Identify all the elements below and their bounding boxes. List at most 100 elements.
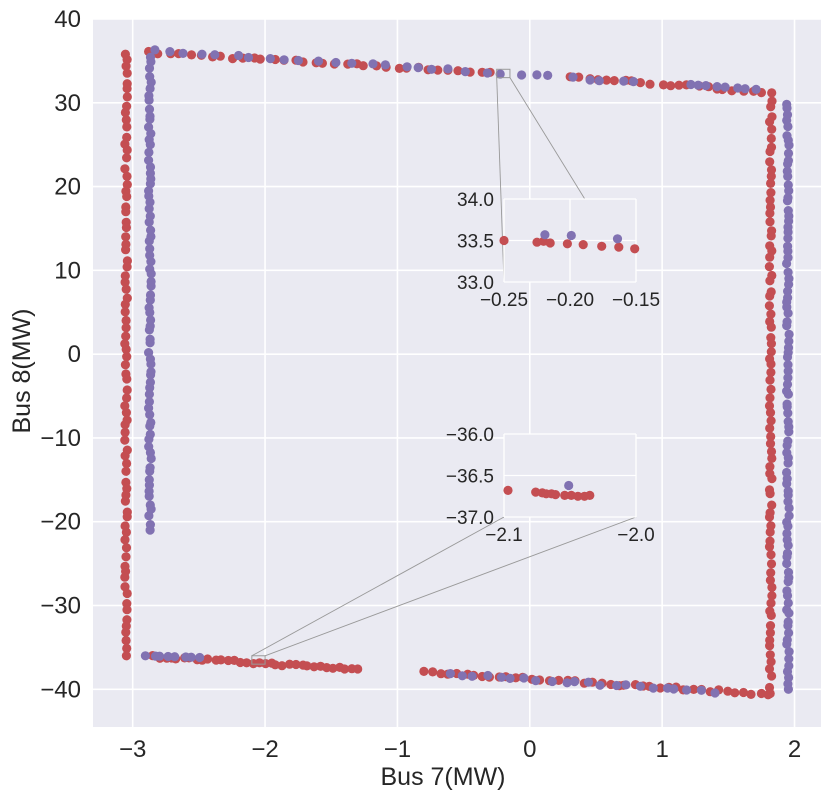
purple-point (710, 688, 720, 698)
purple-point (331, 57, 341, 68)
red-point (765, 393, 775, 403)
inset-red-point (597, 241, 607, 251)
red-point (121, 466, 131, 476)
red-point (765, 208, 775, 218)
y-tick-label: 10 (54, 257, 81, 284)
red-point (767, 124, 777, 134)
red-point (765, 439, 776, 449)
x-tick-label: 1 (655, 736, 668, 763)
purple-point (505, 673, 515, 684)
red-point (765, 157, 775, 167)
purple-point (751, 84, 761, 94)
purple-point (532, 70, 542, 80)
purple-point (146, 281, 156, 291)
red-point (730, 688, 740, 698)
red-point (121, 245, 131, 255)
red-point (121, 232, 131, 242)
red-point (765, 628, 776, 638)
inset-purple-point (612, 234, 623, 244)
inset-y-tick-label: 33.5 (457, 232, 494, 253)
inset-red-point (614, 242, 624, 252)
red-point (767, 474, 777, 484)
red-point (766, 559, 777, 569)
red-point (121, 543, 132, 553)
inset-red-point (550, 490, 561, 500)
purple-point (740, 84, 750, 94)
zoom-region (251, 655, 266, 665)
red-point (645, 79, 655, 89)
purple-point (144, 204, 154, 214)
inset-y-tick-label: −37.0 (446, 508, 494, 529)
purple-point (784, 140, 794, 150)
red-point (766, 550, 776, 560)
inset-y-tick-label: 34.0 (457, 190, 494, 211)
purple-point (170, 652, 180, 662)
red-point (120, 307, 130, 317)
purple-point (783, 286, 793, 296)
scatter-points (120, 45, 794, 700)
purple-point (145, 421, 155, 431)
red-point (122, 171, 132, 181)
red-point (766, 416, 776, 426)
inset-red-point (578, 240, 588, 250)
purple-point (782, 639, 792, 649)
insets: −0.25 −0.20 −0.15 33.0 33.5 34.0 −2.1 −2.0 −37.0… (446, 190, 660, 546)
red-point (738, 687, 749, 698)
purple-point (195, 652, 205, 663)
purple-point (595, 680, 605, 690)
purple-point (144, 95, 154, 105)
red-point (655, 683, 665, 693)
red-point (120, 164, 130, 174)
red-point (765, 252, 775, 262)
red-point (122, 352, 132, 362)
red-point (122, 191, 132, 202)
red-point (766, 347, 776, 357)
inset-bottom: −2.1 −2.0 −37.0 −36.5 −36.0 (446, 425, 655, 546)
red-point (216, 655, 226, 665)
red-point (121, 222, 131, 233)
purple-point (265, 54, 275, 64)
red-point (120, 360, 130, 370)
red-point (122, 393, 132, 403)
purple-point (784, 608, 794, 618)
red-point (763, 690, 773, 700)
purple-point (144, 434, 154, 444)
purple-point (686, 79, 696, 90)
purple-point (784, 628, 794, 638)
red-point (120, 271, 130, 281)
purple-point (648, 683, 658, 693)
y-tick-label: −10 (40, 425, 81, 452)
red-point (765, 146, 775, 157)
red-point (122, 458, 132, 469)
red-point (394, 63, 404, 73)
zoom-region (496, 68, 511, 79)
red-point (122, 122, 132, 132)
purple-point (243, 52, 254, 63)
x-tick-label: 2 (788, 736, 801, 763)
purple-point (197, 49, 207, 59)
purple-point (426, 64, 437, 74)
x-tick-label: −3 (119, 736, 146, 763)
red-point (122, 643, 132, 654)
red-point (122, 385, 132, 395)
purple-point (519, 673, 529, 683)
purple-point (380, 60, 390, 70)
inset-red-point (585, 490, 595, 500)
connector-line (251, 516, 505, 657)
red-point (186, 50, 197, 60)
red-point (765, 217, 775, 227)
red-point (766, 231, 776, 241)
purple-point (696, 685, 707, 695)
red-point (120, 277, 130, 287)
purple-point (784, 329, 794, 339)
purple-point (783, 521, 793, 531)
red-point (121, 408, 131, 418)
red-point (121, 315, 131, 326)
inset-y-tick-label: −36.0 (446, 425, 494, 446)
red-point (764, 664, 775, 674)
purple-point (163, 651, 173, 662)
purple-point (443, 64, 453, 74)
red-point (419, 666, 429, 677)
red-point (120, 299, 130, 309)
